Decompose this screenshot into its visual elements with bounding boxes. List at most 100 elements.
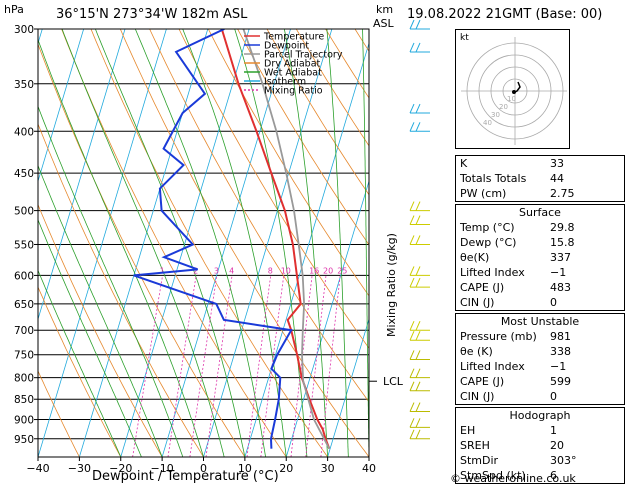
pressure-tick-label: 750 — [14, 350, 34, 362]
dry-adiabat-line — [237, 29, 369, 246]
isotherm-line — [285, 179, 369, 457]
wind-barb-flag — [415, 42, 421, 53]
wind-barb-flag — [409, 201, 415, 211]
copyright-footer: © weatheronline.co.uk — [450, 472, 576, 485]
wet-adiabat-line — [326, 29, 349, 457]
dry-adiabat-line — [38, 203, 163, 457]
wind-barb-flag — [409, 122, 415, 132]
dry-adiabat-line — [178, 29, 369, 349]
temperature-line — [220, 29, 331, 450]
wind-barb-flag — [409, 429, 415, 439]
mixing-ratio-label: 8 — [268, 266, 273, 275]
pressure-tick-label: 650 — [14, 299, 34, 311]
wet-adiabat-line — [95, 29, 246, 457]
temperature-tick-label: −30 — [68, 462, 91, 475]
hodograph-title: Hodograph — [509, 409, 571, 422]
wind-barb-flag — [415, 402, 421, 412]
wind-barb-flag — [409, 277, 415, 288]
hpa-label: hPa — [4, 3, 24, 16]
temperature-tick-label: −20 — [109, 462, 132, 475]
wind-barb-flag — [409, 19, 415, 30]
mixing-ratio-line — [189, 275, 218, 457]
wind-barb-flag — [415, 266, 421, 276]
wet-adiabat-line — [38, 105, 184, 457]
isotherm-line — [38, 29, 85, 183]
wind-barb-flag — [409, 402, 415, 412]
dry-adiabat-line — [61, 29, 287, 457]
hodograph-ring-label: 20 — [499, 103, 508, 111]
dewpoint-line — [133, 29, 293, 449]
mixing-ratio-label: 2 — [193, 266, 198, 275]
surface-row: Temp (°C) 29.8 — [460, 221, 575, 234]
wind-barb-flag — [415, 331, 421, 341]
dry-adiabat-line — [207, 29, 369, 297]
hodograph-unit-label: kt — [460, 33, 469, 43]
isotherm-line — [0, 29, 1, 457]
surface-row: Dewp (°C) 15.8 — [460, 236, 575, 249]
indices-table: K 33 Totals Totals 44 PW (cm) 2.75 Surface … — [455, 155, 625, 486]
mixing-ratio-axis-title: Mixing Ratio (g/kg) — [385, 233, 398, 337]
hodograph-ring-label: 40 — [483, 119, 492, 127]
pressure-tick-label: 400 — [14, 126, 34, 138]
mixing-ratio-label: 20 — [323, 266, 333, 275]
mixing-ratio-label: 10 — [281, 266, 291, 275]
x-axis-title: Dewpoint / Temperature (°C) — [92, 469, 279, 484]
wind-barb-flag — [415, 122, 421, 132]
mixing-ratio-line — [205, 275, 233, 457]
pressure-tick-label: 800 — [14, 373, 34, 385]
wind-barb-flag — [409, 381, 415, 391]
legend-label: Temperature — [263, 32, 324, 43]
pressure-tick-label: 500 — [14, 206, 34, 218]
dry-adiabat-line — [38, 370, 80, 457]
mu-row: Pressure (mb) 981 — [460, 330, 571, 343]
wind-barb-flag — [415, 201, 421, 211]
index-row-pw: PW (cm) 2.75 — [460, 187, 575, 200]
surface-title: Surface — [519, 206, 561, 219]
mu-row: CIN (J) 0 — [460, 390, 557, 403]
temperature-tick-label: 40 — [362, 462, 376, 475]
mixing-ratio-label: 4 — [229, 266, 234, 275]
hodograph-storm-motion — [512, 90, 516, 94]
isotherm-line — [161, 29, 291, 457]
index-row-k: K 33 — [460, 157, 564, 170]
wet-adiabat-line — [362, 29, 369, 457]
legend-label: Mixing Ratio — [264, 86, 323, 97]
legend-label: Dry Adiabat — [264, 59, 321, 70]
wind-barb-flag — [415, 321, 421, 331]
legend-label: Parcel Trajectory — [264, 50, 343, 61]
surface-row: CAPE (J) 483 — [460, 281, 571, 294]
dry-adiabat-line — [119, 29, 369, 457]
wind-barb-flag — [409, 235, 415, 245]
pressure-tick-label: 700 — [14, 325, 34, 337]
isotherm-line — [38, 29, 126, 321]
mixing-ratio-line — [167, 275, 197, 457]
isotherm-line — [327, 317, 369, 457]
hodograph-params-box: Hodograph EH 1 SREH 20 StmDir 303° StmSpd (… — [455, 407, 625, 484]
pressure-tick-label: 550 — [14, 239, 34, 251]
mixing-ratio-line — [132, 275, 163, 457]
wet-adiabat-line — [38, 38, 204, 457]
pressure-tick-label: 350 — [14, 79, 34, 91]
dry-adiabat-line — [414, 29, 450, 457]
mixing-ratio-line — [305, 275, 327, 457]
dry-adiabat-line — [90, 29, 328, 457]
mixing-ratio-line — [290, 275, 313, 457]
wind-barb-flag — [415, 215, 421, 225]
pressure-tick-label: 600 — [14, 270, 34, 282]
temperature-tick-label: 10 — [238, 462, 252, 475]
skewt-chart: 1 2 3 4 8 10 16 20 25 30035040045050055060065070… — [0, 19, 450, 475]
isotherm-line — [203, 29, 333, 457]
legend-label: Wet Adiabat — [264, 68, 322, 79]
wind-barb-flag — [409, 350, 415, 360]
mixing-ratio-label: 3 — [214, 266, 219, 275]
mixing-ratio-label: 1 — [160, 266, 165, 275]
hodograph-ring-label: 10 — [507, 95, 516, 103]
pressure-tick-label: 900 — [14, 415, 34, 427]
isotherm-line — [244, 41, 369, 457]
wind-barb-flag — [409, 103, 415, 114]
wind-barb-flag — [415, 277, 421, 288]
mixing-ratio-line — [246, 275, 272, 457]
wind-barb-flag — [409, 321, 415, 331]
wind-barb-flag — [415, 381, 421, 391]
